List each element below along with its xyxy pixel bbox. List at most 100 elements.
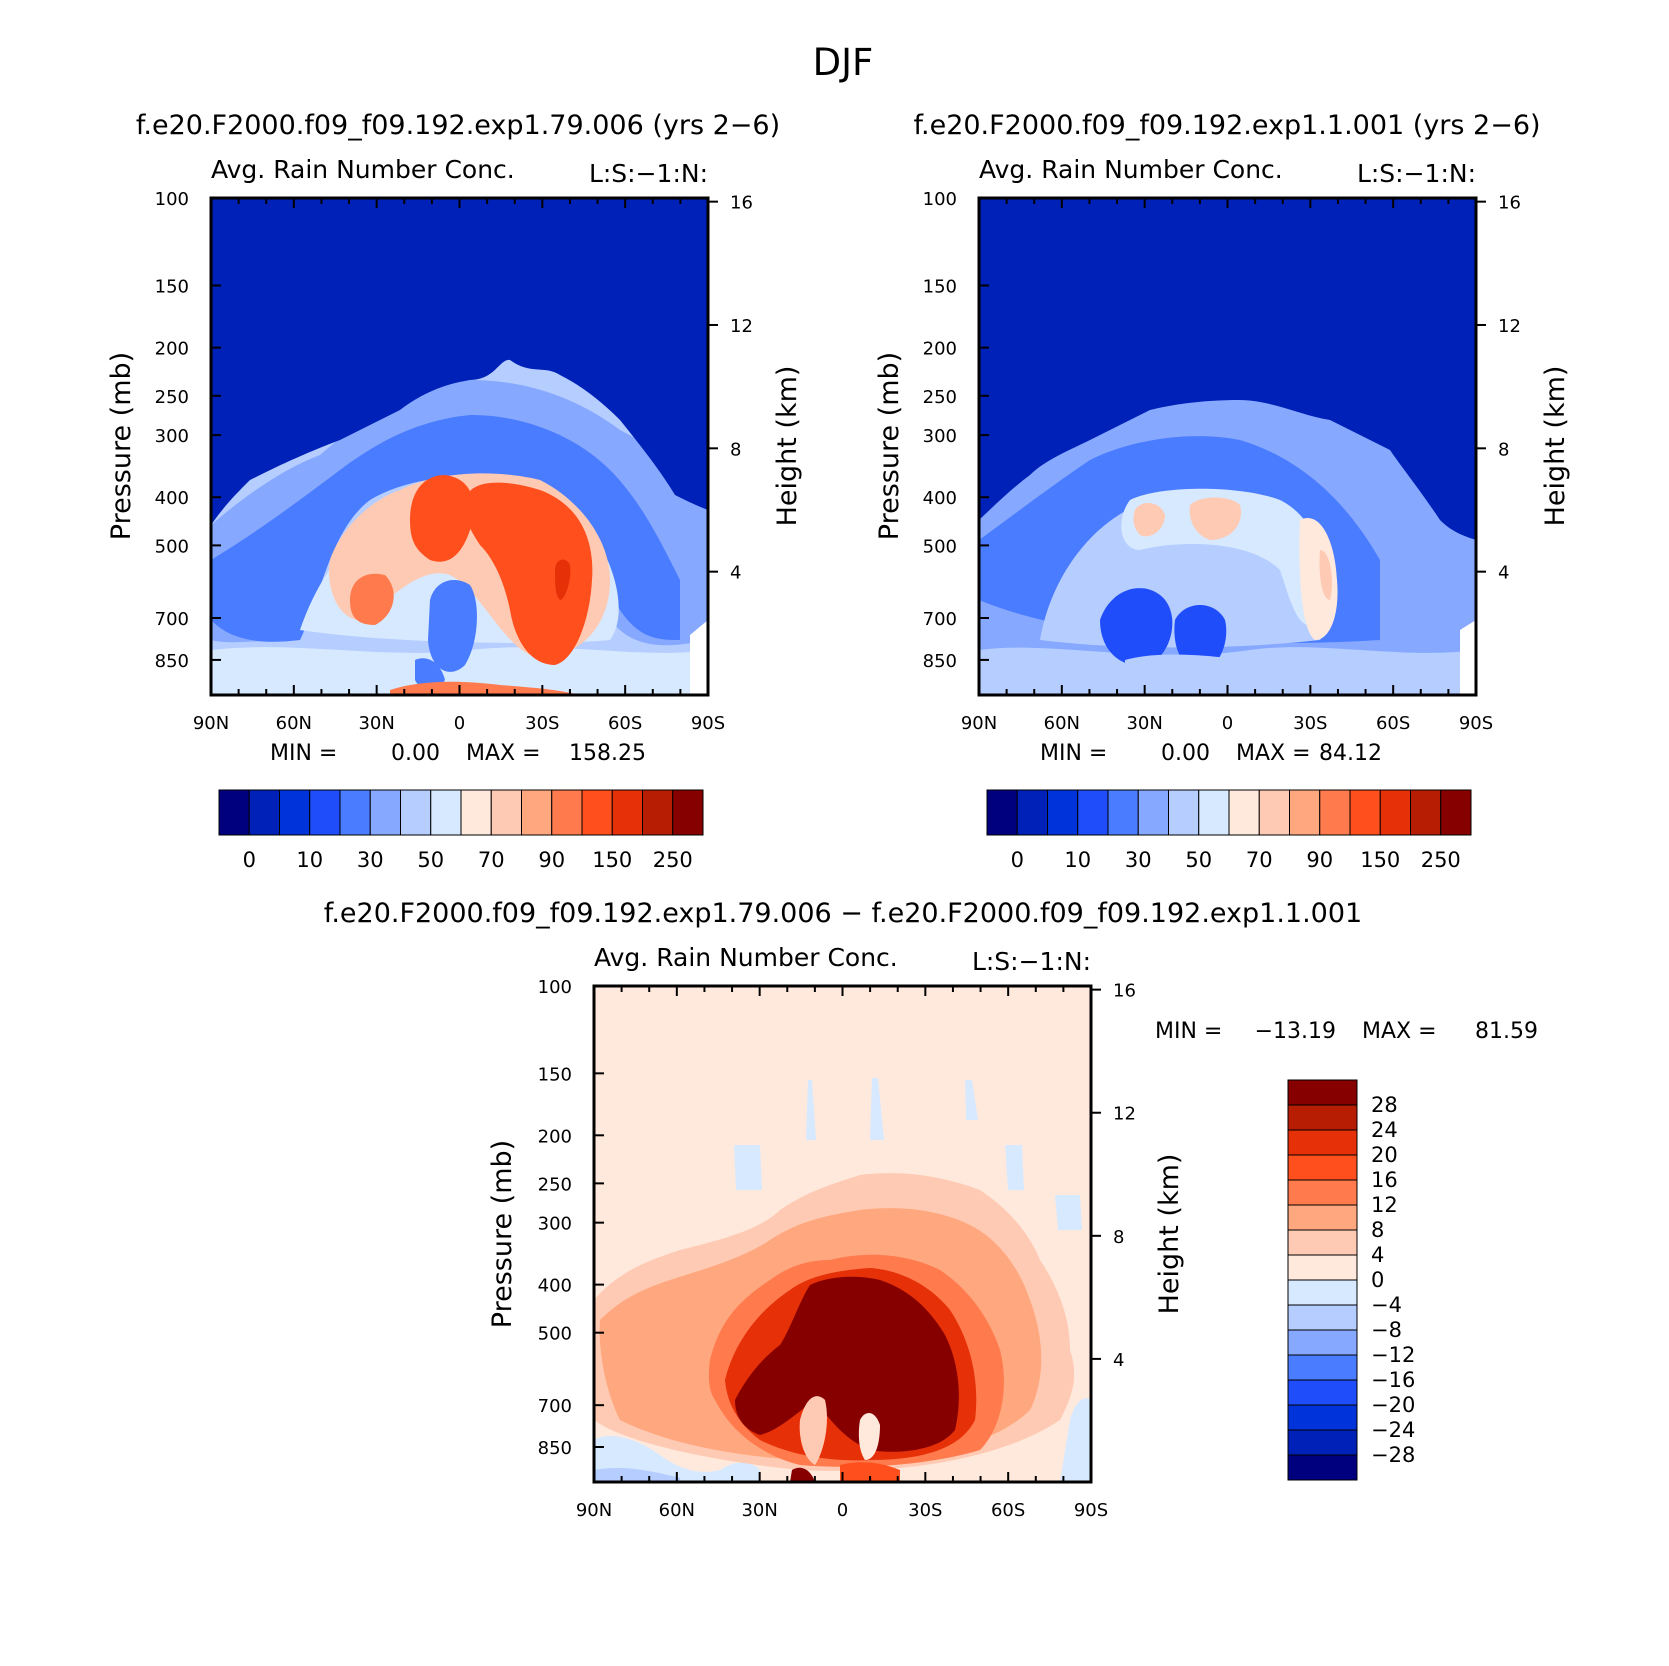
colorbar-label: −16: [1371, 1368, 1415, 1392]
min-value: 0.00: [391, 741, 440, 766]
min-value: 0.00: [1161, 741, 1210, 766]
variable-level: L:S:−1:N:: [1357, 159, 1476, 188]
y2-tick-label: 4: [1113, 1350, 1124, 1371]
y2-tick-label: 16: [730, 193, 753, 214]
colorbar-label: 90: [538, 848, 565, 872]
colorbar-swatch: [1287, 1279, 1358, 1306]
colorbar-label: 10: [296, 848, 323, 872]
y2-tick-label: 8: [730, 439, 741, 460]
y-tick-label: 100: [538, 977, 572, 998]
x-tick-label: 60S: [1376, 713, 1410, 734]
panel-bottom: f.e20.F2000.f09_f09.192.exp1.79.006 − f.…: [324, 898, 1538, 1521]
colorbar-swatch: [1287, 1179, 1358, 1206]
x-axis: 90N 60N 30N 0 30S 60S 90S: [193, 198, 725, 734]
colorbar-swatch: [1287, 1304, 1358, 1331]
max-value: 81.59: [1475, 1019, 1538, 1044]
y2-tick-label: 4: [1498, 563, 1509, 584]
y-tick-label: 250: [538, 1174, 572, 1195]
contour-field: [979, 198, 1476, 695]
x-axis: 90N 60N 30N 0 30S 60S 90S: [576, 986, 1108, 1521]
y-tick-label: 150: [923, 277, 957, 298]
panel-top-left: f.e20.F2000.f09_f09.192.exp1.79.006 (yrs…: [106, 110, 803, 872]
colorbar-swatch: [1287, 1454, 1358, 1481]
variable-level: L:S:−1:N:: [972, 947, 1091, 976]
colorbar-label: 70: [478, 848, 505, 872]
y-tick-label: 400: [923, 488, 957, 509]
x-tick-label: 90N: [193, 713, 229, 734]
x-tick-label: 30N: [358, 713, 394, 734]
x-tick-label: 0: [454, 713, 465, 734]
min-max: MIN = −13.19 MAX = 81.59: [1155, 1019, 1538, 1044]
colorbar-label: 0: [243, 848, 256, 872]
colorbar-swatch: [490, 789, 522, 836]
colorbar-label: −8: [1371, 1318, 1402, 1342]
y-tick-label: 100: [155, 189, 189, 210]
colorbar-swatch: [1258, 789, 1290, 836]
max-value: 158.25: [569, 741, 646, 766]
y-tick-label: 850: [155, 651, 189, 672]
x-tick-label: 90S: [1459, 713, 1493, 734]
colorbar-swatch: [460, 789, 492, 836]
x-tick-label: 60S: [991, 1500, 1025, 1521]
colorbar-swatch: [1440, 789, 1472, 836]
colorbar-swatch: [248, 789, 280, 836]
colorbar-label: 150: [1360, 848, 1400, 872]
x-tick-label: 0: [837, 1500, 848, 1521]
colorbar-label: 150: [592, 848, 632, 872]
x-tick-label: 30S: [1293, 713, 1327, 734]
x-tick-label: 90N: [576, 1500, 612, 1521]
colorbar-swatch: [1287, 1404, 1358, 1431]
y2-axis-label: Height (km): [772, 366, 803, 527]
contour-field: [594, 986, 1091, 1482]
colorbar-swatch: [1077, 789, 1109, 836]
y-tick-label: 500: [538, 1324, 572, 1345]
y-axis: 100 150 200 250 300 400 500 700 850: [538, 977, 604, 1459]
variable-title: Avg. Rain Number Conc.: [594, 943, 898, 972]
x-tick-label: 60N: [1044, 713, 1080, 734]
colorbar-swatch: [1287, 1129, 1358, 1156]
max-label: MAX =: [1236, 741, 1311, 766]
colorbar-swatch: [521, 789, 553, 836]
y-tick-label: 300: [923, 426, 957, 447]
colorbar-label: 24: [1371, 1118, 1398, 1142]
colorbar-label: 0: [1371, 1268, 1384, 1292]
y-tick-label: 100: [923, 189, 957, 210]
max-label: MAX =: [466, 741, 541, 766]
min-max: MIN = 0.00 MAX = 158.25: [270, 741, 646, 766]
colorbar-swatch: [1107, 789, 1139, 836]
colorbar-swatch: [1137, 789, 1169, 836]
colorbar-label: 28: [1371, 1093, 1398, 1117]
colorbar-swatch: [1287, 1254, 1358, 1281]
x-tick-label: 90S: [1074, 1500, 1108, 1521]
colorbar-swatch: [1287, 1329, 1358, 1356]
colorbar-swatch: [1287, 1429, 1358, 1456]
y-axis-label: Pressure (mb): [874, 352, 905, 540]
colorbar: 0 10 30 50 70 90 150 250: [986, 789, 1472, 872]
y-tick-label: 850: [538, 1438, 572, 1459]
x-tick-label: 30S: [525, 713, 559, 734]
colorbar-label: 16: [1371, 1168, 1398, 1192]
min-label: MIN =: [270, 741, 337, 766]
x-tick-label: 30N: [741, 1500, 777, 1521]
x-tick-label: 90N: [961, 713, 997, 734]
colorbar-swatch: [1287, 1354, 1358, 1381]
y-tick-label: 200: [923, 339, 957, 360]
colorbar-swatch: [369, 789, 401, 836]
colorbar-label: 50: [417, 848, 444, 872]
panel-top-right: f.e20.F2000.f09_f09.192.exp1.1.001 (yrs …: [874, 110, 1571, 872]
y2-tick-label: 12: [1498, 316, 1521, 337]
y-axis: 100 150 200 250 300 400 500 700 850: [923, 189, 989, 672]
y-tick-label: 500: [155, 536, 189, 557]
variable-level: L:S:−1:N:: [589, 159, 708, 188]
colorbar-swatch: [1168, 789, 1200, 836]
y-tick-label: 300: [155, 426, 189, 447]
colorbar-swatch: [642, 789, 674, 836]
colorbar-swatch: [986, 789, 1018, 836]
colorbar-label: 30: [1125, 848, 1152, 872]
contour-field: [211, 198, 708, 695]
colorbar-swatch: [1287, 1104, 1358, 1131]
y2-tick-label: 8: [1498, 439, 1509, 460]
colorbar-swatch: [1319, 789, 1351, 836]
y-tick-label: 400: [155, 488, 189, 509]
